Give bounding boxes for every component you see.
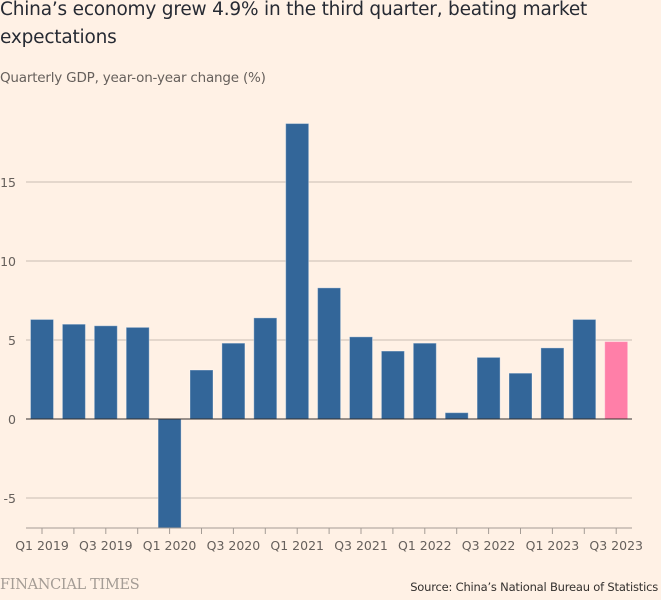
- y-tick-label: 5: [8, 333, 16, 348]
- bar-q2-2023: [572, 318, 597, 420]
- bar-q4-2020: [253, 317, 278, 420]
- y-tick-label: 10: [0, 254, 16, 269]
- y-tick-label: 0: [8, 412, 16, 427]
- bar-q4-2021: [380, 350, 405, 420]
- x-tick-label: Q1 2020: [143, 538, 197, 553]
- x-tick-label: Q1 2019: [15, 538, 69, 553]
- chart-title: China’s economy grew 4.9% in the third q…: [0, 0, 588, 48]
- chart-subtitle: Quarterly GDP, year-on-year change (%): [0, 70, 266, 86]
- bar-q2-2022: [444, 412, 469, 420]
- bar-q1-2019: [30, 318, 54, 420]
- bars: [26, 123, 632, 529]
- x-tick-label: Q3 2021: [334, 538, 388, 553]
- bar-q1-2023: [540, 347, 565, 420]
- bar-q3-2023: [604, 341, 629, 420]
- ft-logo: FINANCIAL TIMES: [0, 577, 140, 593]
- x-tick-label: Q3 2022: [462, 538, 516, 553]
- x-tick-label: Q3 2019: [79, 538, 133, 553]
- bar-q1-2022: [412, 342, 437, 420]
- x-axis: Q1 2019 Q3 2019 Q1 2020 Q3 2020 Q1 2021 Q3 20…: [15, 527, 643, 553]
- bar-q3-2022: [476, 356, 501, 420]
- y-tick-label: 15: [0, 175, 16, 190]
- x-tick-label: Q3 2023: [589, 538, 643, 553]
- x-tick-label: Q3 2020: [207, 538, 261, 553]
- gridlines: -5 0 5 10 15: [0, 175, 632, 506]
- bar-q4-2022: [508, 372, 533, 420]
- bar-q1-2020: [157, 418, 182, 529]
- y-tick-label: -5: [4, 491, 16, 506]
- bar-q1-2021: [285, 123, 310, 420]
- bar-q2-2021: [317, 287, 342, 420]
- bar-q3-2020: [221, 342, 246, 420]
- bar-q2-2019: [61, 323, 86, 420]
- x-tick-label: Q1 2021: [270, 538, 324, 553]
- x-tick-label: Q1 2023: [526, 538, 580, 553]
- bar-q3-2019: [93, 325, 118, 420]
- bar-q4-2019: [125, 326, 150, 420]
- bar-q3-2021: [349, 336, 373, 420]
- x-tick-label: Q1 2022: [398, 538, 452, 553]
- bar-q2-2020: [189, 369, 214, 420]
- source-note: Source: China’s National Bureau of Stati…: [410, 580, 658, 594]
